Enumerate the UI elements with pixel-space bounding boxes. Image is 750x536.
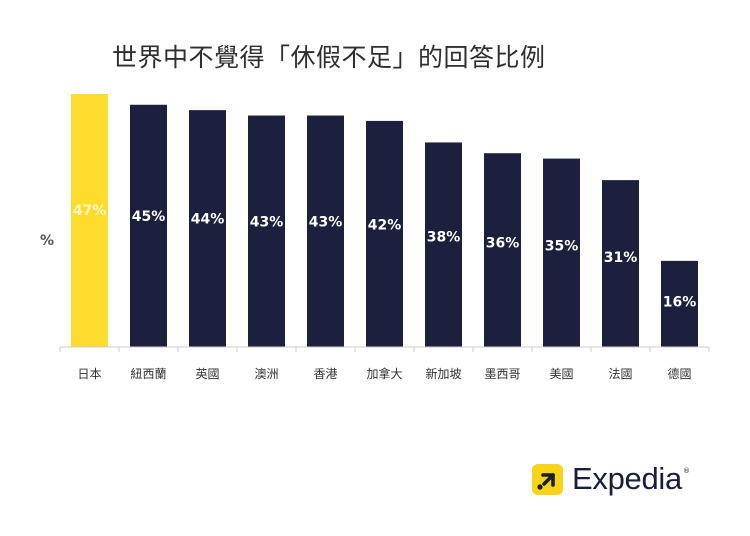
expedia-arrow-icon [532,463,563,495]
category-label: 紐西蘭 [130,367,166,381]
bars-layer: 47% 45% 44% 43% 43% 42% 38% 36% 35% 31% 16% [71,94,698,348]
bar-value-label: 42% [368,218,402,234]
category-label: 香港 [313,367,337,381]
bar-4 [248,115,285,347]
bar-value-label: 44% [191,212,225,228]
bar-value-label: 35% [545,238,579,254]
category-label: 英國 [195,367,219,381]
bar-3 [189,110,226,348]
category-label: 德國 [667,366,691,381]
bar-8 [484,153,521,347]
category-label: 法國 [608,367,632,381]
bar-value-label: 43% [250,215,284,231]
trademark-symbol: ® [682,467,690,475]
bar-value-label: 47% [73,203,107,219]
y-axis-unit-label: % [40,233,54,249]
bar-9 [543,158,580,347]
category-label: 新加坡 [425,366,461,381]
axis-layer: 日本 紐西蘭 英國 澳洲 香港 加拿大 新加坡 墨西哥 美國 法國 德國 [59,346,710,381]
bar-value-label: 31% [604,250,638,266]
bar-10 [602,180,639,347]
category-label: 美國 [549,367,573,381]
bar-11 [661,260,698,347]
bar-value-label: 45% [132,209,166,225]
bar-6 [366,120,403,348]
bar-1 [71,94,108,347]
category-label: 加拿大 [366,366,402,381]
category-label: 墨西哥 [484,367,520,381]
brand-name: Expedia [572,461,682,496]
bar-value-label: 38% [427,229,461,245]
bar-2 [130,104,167,347]
bar-value-label: 36% [486,235,520,251]
bar-5 [307,115,344,347]
bar-value-label: 16% [663,295,697,311]
chart-title: 世界中不覺得「休假不足」的回答比例 [112,43,546,72]
category-label: 澳洲 [254,367,278,381]
bar-7 [425,142,462,347]
bar-value-label: 43% [309,215,343,231]
expedia-logo: Expedia ® [532,461,690,497]
category-label: 日本 [77,367,101,381]
